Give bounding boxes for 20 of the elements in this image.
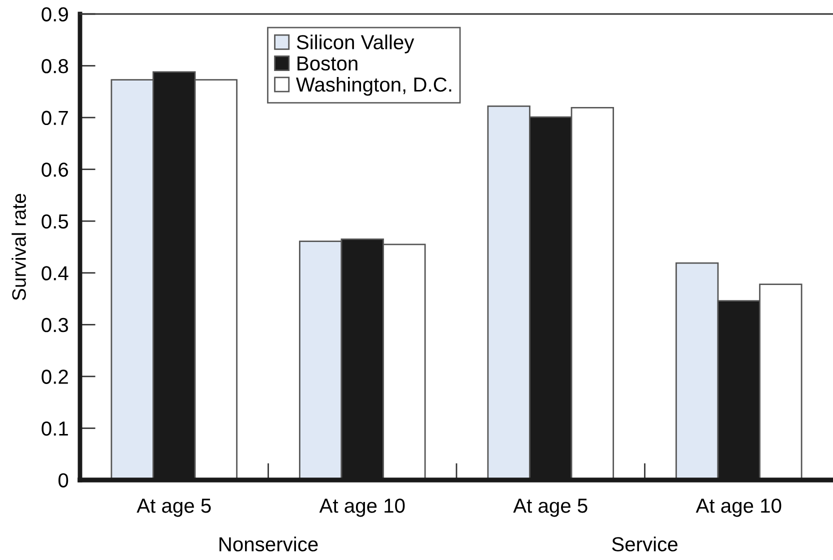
x-tick-label: At age 10 <box>319 498 405 517</box>
y-tick-label: 0 <box>58 473 68 488</box>
y-tick-label: 0.3 <box>42 318 68 332</box>
y-tick-label: 0.1 <box>42 421 68 436</box>
y-tick-label: 0.9 <box>42 7 68 22</box>
text: Nonservice <box>220 536 318 552</box>
y-tick-label: 0.5 <box>42 214 68 229</box>
y-tick-label: 0.6 <box>42 162 68 177</box>
y-tick-label: 0.2 <box>42 370 68 384</box>
x-tick-label: At age 10 <box>696 498 782 517</box>
y-tick-label: 0.7 <box>42 110 68 126</box>
legend-label: Boston <box>298 56 358 71</box>
y-tick-label: 0.8 <box>42 59 68 74</box>
x-tick-label: At age 5 <box>513 498 588 517</box>
y-tick-label: 0.4 <box>42 266 68 280</box>
text: Service <box>612 536 678 552</box>
legend-label: Silicon Valley <box>296 34 414 54</box>
x-tick-label: At age 5 <box>136 498 211 517</box>
y-axis-title: Survival rate <box>12 194 26 300</box>
legend-label: Washington, D.C. <box>296 76 452 96</box>
